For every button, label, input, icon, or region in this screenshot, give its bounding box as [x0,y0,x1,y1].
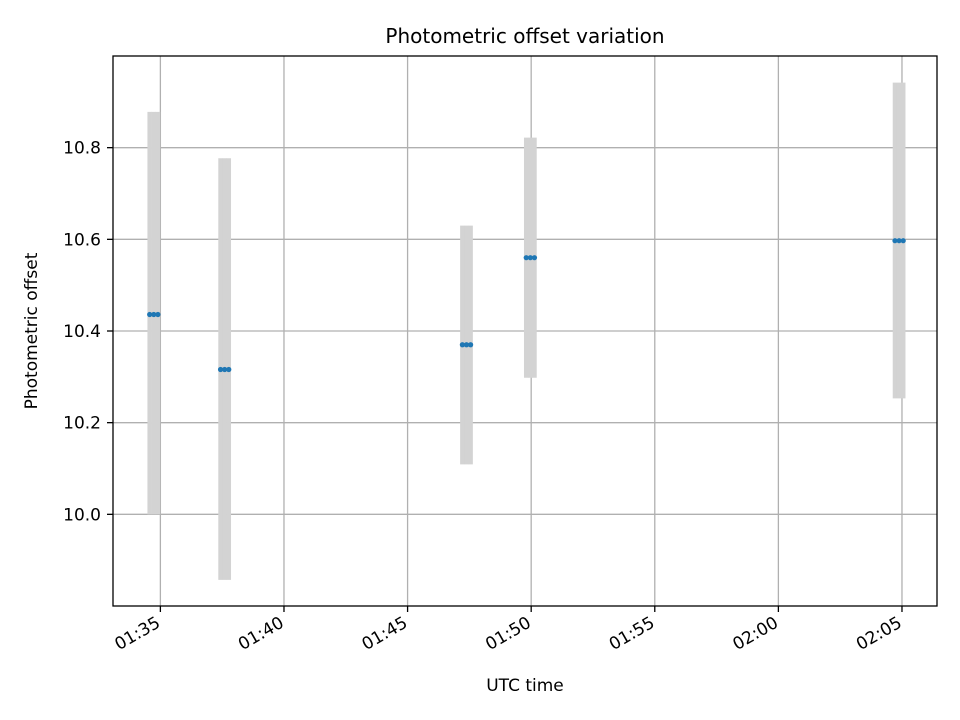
data-point [527,255,533,261]
y-tick-label: 10.0 [63,505,101,525]
data-point [147,311,153,318]
y-tick-label: 10.8 [63,139,101,159]
grid-lines [113,56,937,606]
data-point [459,342,465,348]
data-point [222,366,228,373]
y-tick-label: 10.4 [63,322,101,342]
data-point [463,342,470,348]
x-axis-label: UTC time [486,676,564,696]
data-point [155,311,161,318]
y-axis-label: Photometric offset [22,252,42,409]
data-point [523,255,529,261]
data-point [896,238,902,244]
data-point [217,366,224,373]
data-point [468,342,474,348]
y-tick-label: 10.2 [63,414,101,434]
data-point [892,238,898,244]
data-point [531,255,538,261]
data-point [900,238,906,244]
data-point [226,366,232,373]
data-point [151,311,157,318]
chart-title: Photometric offset variation [385,24,664,48]
data-points [147,238,906,373]
y-tick-label: 10.6 [63,230,101,250]
